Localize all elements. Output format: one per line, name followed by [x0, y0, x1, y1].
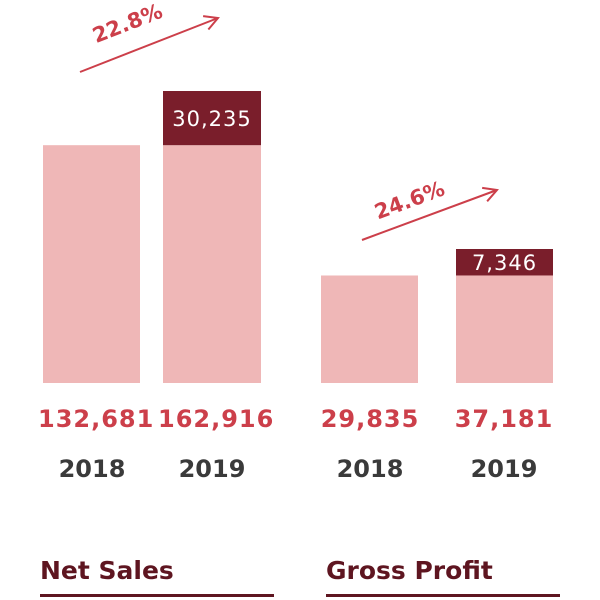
net-sales-underline: [40, 594, 274, 597]
net-sales-increment-segment: [163, 91, 261, 146]
gross-profit-title: Gross Profit: [326, 556, 493, 585]
net-sales-bar-2018: [43, 145, 140, 383]
net-sales-growth-label: 22.8%: [89, 0, 166, 48]
gross-profit-2019-value: 37,181: [454, 405, 554, 433]
net-sales-growth-arrowhead: [202, 15, 220, 31]
gross-profit-growth-arrow: [361, 189, 498, 241]
gross-profit-growth-label: 24.6%: [371, 177, 448, 225]
net-sales-bar-2019: [163, 145, 261, 383]
net-sales-2018-year: 2018: [58, 455, 126, 483]
gross-profit-bar-2018: [321, 275, 418, 383]
gross-profit-underline: [326, 594, 560, 597]
gross-profit-2019-year: 2019: [470, 455, 538, 483]
gross-profit-increment-segment: [456, 249, 553, 276]
net-sales-title: Net Sales: [40, 556, 174, 585]
net-sales-increment-label: 30,235: [172, 107, 251, 131]
net-sales-2018-value: 132,681: [38, 405, 155, 433]
net-sales-growth-arrow: [79, 17, 219, 73]
gross-profit-increment-label: 7,346: [472, 251, 537, 275]
gross-profit-bar-2019: [456, 275, 553, 383]
net-sales-2019-value: 162,916: [158, 405, 275, 433]
gross-profit-2018-year: 2018: [336, 455, 404, 483]
net-sales-2019-year: 2019: [178, 455, 246, 483]
gross-profit-growth-arrowhead: [482, 186, 499, 202]
gross-profit-2018-value: 29,835: [320, 405, 420, 433]
